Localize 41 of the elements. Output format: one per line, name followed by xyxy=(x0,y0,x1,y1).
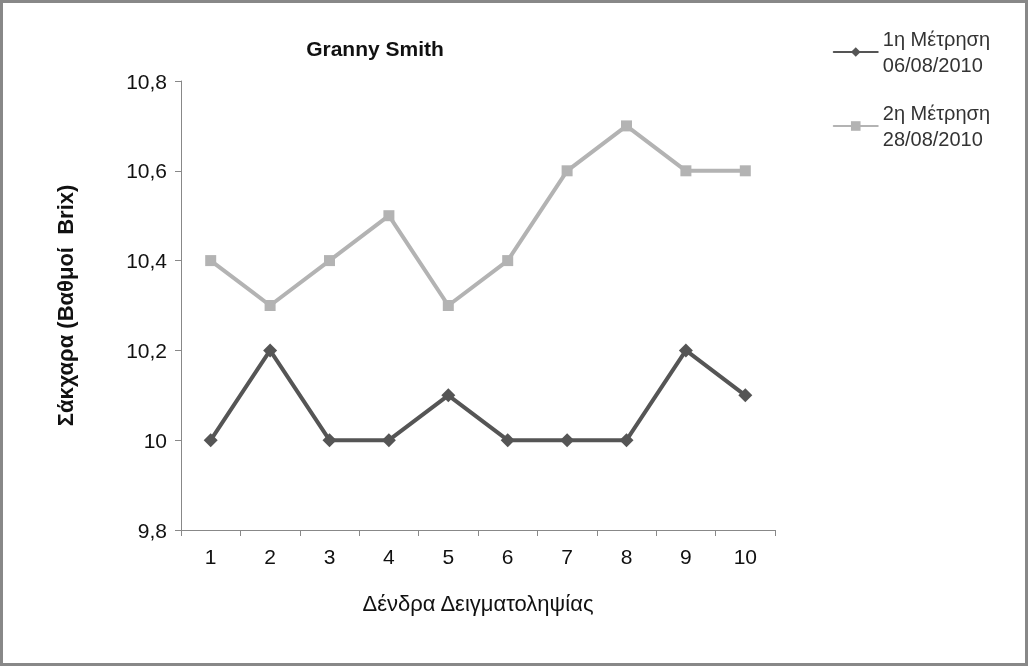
point xyxy=(381,433,396,448)
x-tick-label: 9 xyxy=(680,545,692,568)
point xyxy=(203,433,218,448)
x-tick-label: 10 xyxy=(733,545,757,568)
point xyxy=(383,210,395,222)
point xyxy=(441,388,456,403)
point xyxy=(500,433,515,448)
point xyxy=(205,255,217,267)
y-tick-label: 9,8 xyxy=(137,518,167,542)
x-axis-title: Δένδρα Δειγματοληψίας xyxy=(362,590,594,616)
y-tick-label: 10,6 xyxy=(126,159,167,183)
x-tick-label: 3 xyxy=(323,545,336,568)
x-tick-label: 6 xyxy=(501,545,514,568)
point xyxy=(561,165,573,177)
x-tick-label: 4 xyxy=(383,545,396,568)
point xyxy=(560,433,575,448)
y-tick-label: 10,4 xyxy=(126,249,168,273)
x-tick-label: 1 xyxy=(204,545,217,568)
point xyxy=(322,433,337,448)
y-tick-label: 10,8 xyxy=(126,69,167,93)
point xyxy=(264,300,276,311)
x-tick-label: 2 xyxy=(264,545,276,568)
y-axis-title: Σάκχαρα (Βαθμοί Brix) xyxy=(52,184,78,427)
x-tick-label: 8 xyxy=(620,545,633,568)
point xyxy=(324,255,335,267)
point xyxy=(621,120,632,132)
y-tick-label: 10 xyxy=(143,428,167,452)
point xyxy=(739,165,751,177)
point xyxy=(680,165,692,177)
point xyxy=(619,433,634,448)
legend-label: 2η Μέτρηση 28/08/2010 xyxy=(882,102,990,150)
point xyxy=(738,388,753,403)
x-tick-label: 7 xyxy=(561,545,573,568)
x-tick-label: 5 xyxy=(442,545,455,568)
y-tick-label: 10,2 xyxy=(126,338,167,362)
point xyxy=(502,255,514,267)
chart-title: Granny Smith xyxy=(306,37,444,60)
point xyxy=(678,343,693,358)
point xyxy=(442,300,454,311)
point xyxy=(263,343,278,358)
legend-label: 1η Μέτρηση 06/08/2010 xyxy=(882,28,990,76)
